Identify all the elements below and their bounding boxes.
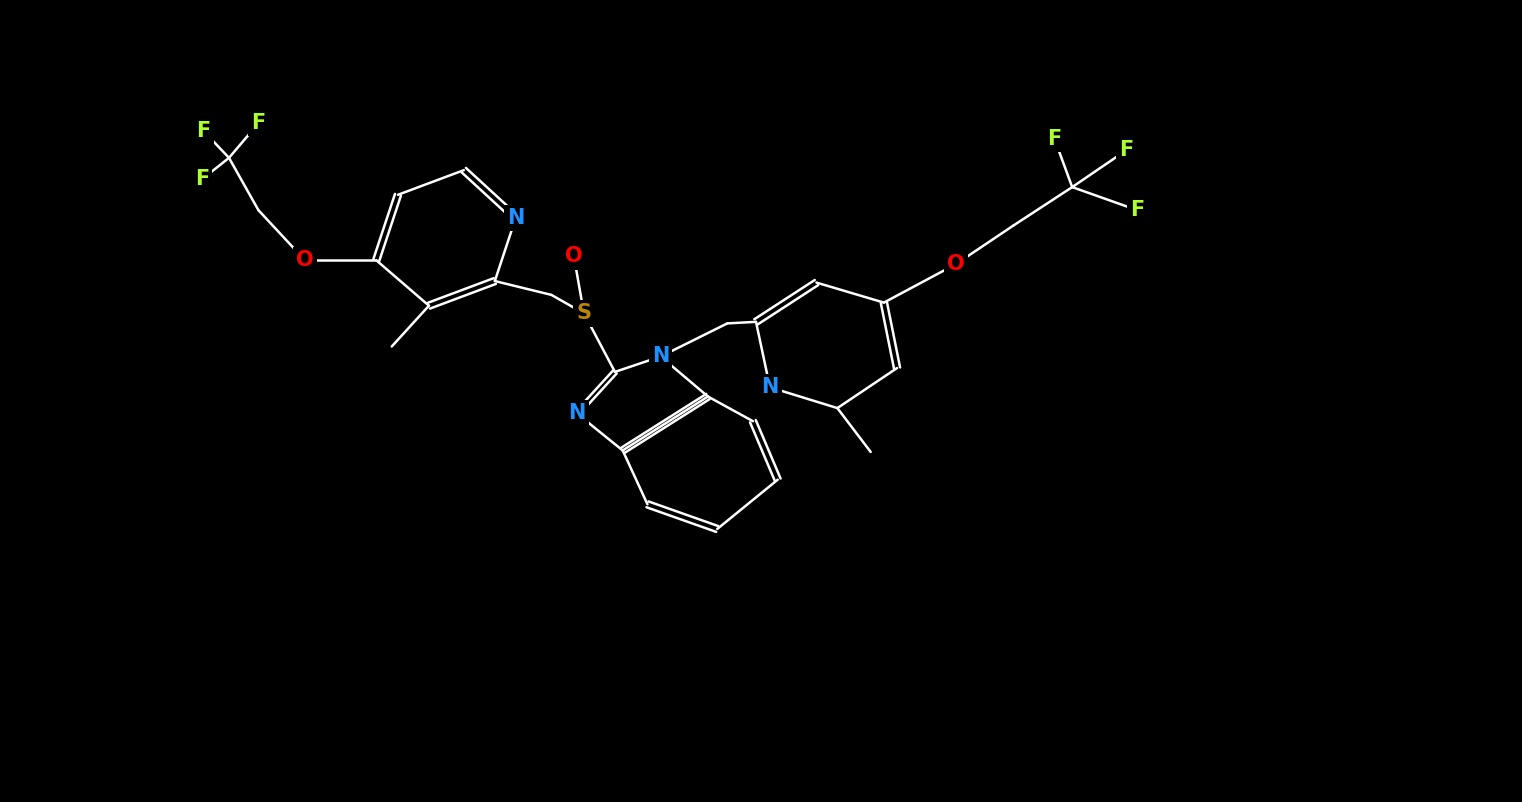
Text: O: O [947,254,965,274]
Text: N: N [651,346,670,367]
Text: F: F [1131,200,1145,221]
Text: F: F [196,121,210,141]
Text: O: O [297,250,314,270]
Text: N: N [507,208,525,228]
Text: F: F [1047,128,1061,148]
Text: N: N [568,403,586,423]
Text: O: O [565,246,583,266]
Text: F: F [251,113,265,133]
Text: N: N [761,377,779,397]
Text: F: F [1119,140,1134,160]
Text: F: F [195,169,209,189]
Text: S: S [577,303,592,323]
